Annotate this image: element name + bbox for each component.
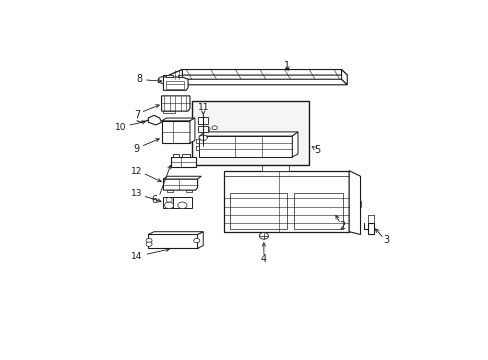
Polygon shape xyxy=(163,179,197,190)
Polygon shape xyxy=(348,171,360,234)
Circle shape xyxy=(211,126,217,130)
Polygon shape xyxy=(148,232,203,234)
Text: 3: 3 xyxy=(383,235,388,245)
Text: 7: 7 xyxy=(134,110,140,120)
Polygon shape xyxy=(195,139,199,143)
Polygon shape xyxy=(169,69,182,85)
Text: 9: 9 xyxy=(134,144,140,154)
Polygon shape xyxy=(178,75,182,77)
Polygon shape xyxy=(163,197,173,208)
Polygon shape xyxy=(169,79,346,85)
Polygon shape xyxy=(348,201,360,207)
Circle shape xyxy=(146,242,152,246)
Text: 2: 2 xyxy=(339,221,345,231)
Text: 11: 11 xyxy=(197,103,208,112)
Polygon shape xyxy=(224,171,348,232)
Polygon shape xyxy=(166,75,173,77)
Bar xyxy=(294,193,343,229)
Polygon shape xyxy=(171,157,195,167)
Circle shape xyxy=(164,202,173,209)
Polygon shape xyxy=(189,118,195,143)
Circle shape xyxy=(193,238,200,243)
Text: 12: 12 xyxy=(131,167,142,176)
Circle shape xyxy=(259,233,268,239)
Bar xyxy=(198,117,208,123)
Circle shape xyxy=(178,202,186,209)
Bar xyxy=(166,81,183,89)
Polygon shape xyxy=(292,132,297,157)
Polygon shape xyxy=(199,132,297,136)
Polygon shape xyxy=(148,115,161,125)
Polygon shape xyxy=(198,135,207,140)
Polygon shape xyxy=(186,190,191,192)
Polygon shape xyxy=(163,75,169,85)
Bar xyxy=(198,126,208,132)
Circle shape xyxy=(158,77,167,84)
Polygon shape xyxy=(182,154,189,157)
Polygon shape xyxy=(161,121,189,143)
Bar xyxy=(229,193,286,229)
Polygon shape xyxy=(173,154,178,157)
Text: 4: 4 xyxy=(260,255,266,264)
Polygon shape xyxy=(341,69,346,85)
Polygon shape xyxy=(161,118,195,121)
Text: 10: 10 xyxy=(115,123,126,132)
Polygon shape xyxy=(199,136,292,157)
Polygon shape xyxy=(195,146,199,150)
Polygon shape xyxy=(163,176,201,179)
Text: 8: 8 xyxy=(136,74,142,84)
Polygon shape xyxy=(173,197,191,208)
Circle shape xyxy=(166,198,172,202)
Text: 5: 5 xyxy=(313,145,320,155)
Text: 13: 13 xyxy=(131,189,142,198)
Bar xyxy=(191,102,309,165)
Polygon shape xyxy=(167,190,173,192)
Polygon shape xyxy=(161,96,189,111)
Polygon shape xyxy=(197,232,203,248)
Text: 14: 14 xyxy=(131,252,142,261)
Text: 1: 1 xyxy=(283,61,289,71)
Circle shape xyxy=(146,238,152,243)
Bar xyxy=(262,162,288,171)
Polygon shape xyxy=(163,77,188,90)
Polygon shape xyxy=(148,234,197,248)
Polygon shape xyxy=(169,69,346,75)
Polygon shape xyxy=(163,111,175,113)
Circle shape xyxy=(203,127,210,131)
Polygon shape xyxy=(367,223,373,234)
Text: 6: 6 xyxy=(151,195,158,205)
